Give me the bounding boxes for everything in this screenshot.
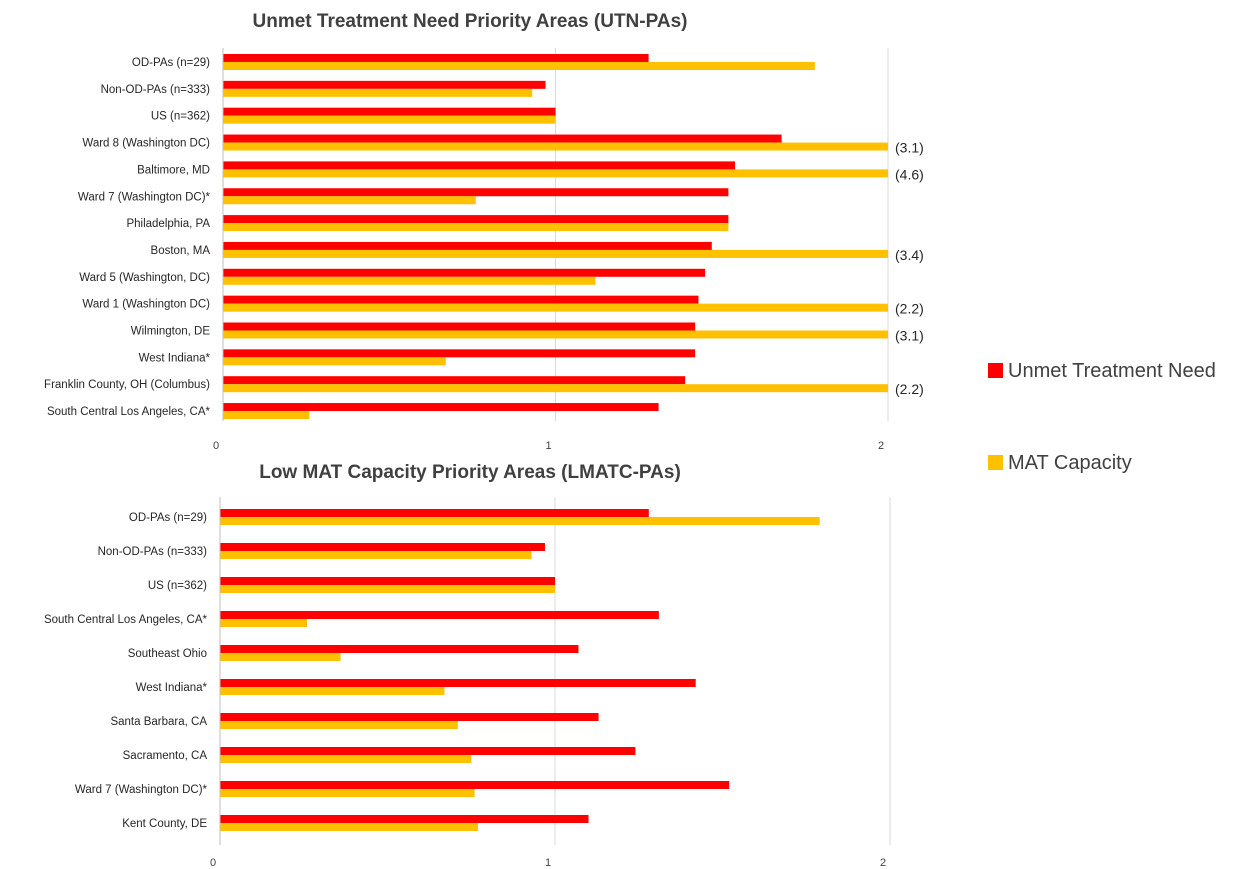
overflow-value-label: (2.2): [895, 381, 924, 397]
mat-capacity-bar: [223, 411, 310, 420]
unmet-treatment-need-bar: [220, 543, 545, 551]
unmet-treatment-need-bar: [223, 268, 706, 277]
unmet-treatment-need-bar: [220, 781, 730, 789]
mat-capacity-bar: [220, 789, 475, 797]
overflow-value-label: (3.1): [895, 328, 924, 344]
x-tick-label: 2: [878, 440, 884, 452]
mat-capacity-bar: [220, 653, 341, 661]
legend-label: MAT Capacity: [1008, 452, 1132, 474]
x-tick-label: 0: [210, 857, 216, 869]
unmet-treatment-need-bar: [223, 295, 699, 304]
category-label: Non-OD-PAs (n=333): [98, 546, 208, 558]
category-label: US (n=362): [148, 580, 207, 592]
unmet-treatment-need-bar: [220, 509, 649, 517]
mat-capacity-bar: [220, 823, 478, 831]
mat-capacity-bar: [223, 169, 888, 178]
mat-capacity-bar: [223, 88, 533, 97]
mat-capacity-bar: [220, 551, 532, 559]
chart-title: Low MAT Capacity Priority Areas (LMATC-P…: [259, 462, 681, 483]
category-label: Franklin County, OH (Columbus): [44, 379, 210, 391]
mat-capacity-bar: [220, 517, 820, 525]
category-label: Wilmington, DE: [131, 326, 211, 338]
unmet-treatment-need-bar: [220, 747, 636, 755]
mat-capacity-bar: [223, 223, 729, 232]
category-label: Ward 5 (Washington, DC): [79, 272, 210, 284]
category-label: Boston, MA: [151, 245, 211, 257]
unmet-treatment-need-bar: [220, 611, 659, 619]
unmet-treatment-need-bar: [223, 188, 729, 197]
unmet-treatment-need-bar: [223, 349, 696, 358]
category-label: Ward 7 (Washington DC)*: [75, 784, 208, 796]
category-label: South Central Los Angeles, CA*: [44, 614, 208, 626]
x-tick-label: 1: [545, 857, 551, 869]
mat-capacity-bar: [223, 357, 446, 366]
category-label: Sacramento, CA: [123, 750, 208, 762]
overflow-value-label: (3.4): [895, 247, 924, 263]
unmet-treatment-need-bar: [220, 679, 696, 687]
unmet-treatment-need-bar: [223, 215, 729, 224]
category-label: West Indiana*: [136, 682, 208, 694]
unmet-treatment-need-bar: [223, 134, 782, 143]
chart-title: Unmet Treatment Need Priority Areas (UTN…: [253, 11, 688, 32]
legend-swatch: [988, 363, 1003, 378]
lmatc-pa-chart: Low MAT Capacity Priority Areas (LMATC-P…: [44, 462, 891, 869]
unmet-treatment-need-bar: [220, 645, 579, 653]
unmet-treatment-need-bar: [223, 54, 649, 62]
unmet-treatment-need-bar: [223, 322, 696, 331]
mat-capacity-bar: [223, 62, 815, 70]
legend-label: Unmet Treatment Need: [1008, 360, 1216, 382]
legend-swatch: [988, 455, 1003, 470]
category-label: Baltimore, MD: [137, 164, 210, 176]
category-label: OD-PAs (n=29): [129, 512, 207, 524]
mat-capacity-bar: [223, 249, 888, 258]
unmet-treatment-need-bar: [220, 815, 589, 823]
mat-capacity-bar: [223, 384, 888, 393]
chart-legend: Unmet Treatment Need MAT Capacity: [988, 360, 1216, 474]
category-label: Kent County, DE: [122, 818, 207, 830]
unmet-treatment-need-bar: [223, 376, 686, 385]
mat-capacity-bar: [223, 115, 556, 124]
overflow-value-label: (2.2): [895, 301, 924, 317]
x-tick-label: 1: [546, 440, 552, 452]
mat-capacity-bar: [220, 585, 555, 593]
mat-capacity-bar: [220, 721, 458, 729]
category-label: Philadelphia, PA: [126, 218, 210, 230]
x-tick-label: 0: [213, 440, 219, 452]
category-label: US (n=362): [151, 111, 210, 123]
utn-pa-chart: Unmet Treatment Need Priority Areas (UTN…: [44, 11, 924, 452]
category-label: Non-OD-PAs (n=333): [101, 84, 211, 96]
category-label: Southeast Ohio: [128, 648, 207, 660]
unmet-treatment-need-bar: [223, 80, 546, 89]
overflow-value-label: (3.1): [895, 140, 924, 156]
unmet-treatment-need-bar: [223, 241, 712, 250]
mat-capacity-bar: [223, 303, 888, 312]
category-label: Ward 7 (Washington DC)*: [78, 191, 211, 203]
unmet-treatment-need-bar: [223, 107, 556, 116]
x-tick-label: 2: [880, 857, 886, 869]
category-label: Santa Barbara, CA: [110, 716, 207, 728]
unmet-treatment-need-bar: [220, 713, 599, 721]
mat-capacity-bar: [223, 276, 596, 285]
category-label: West Indiana*: [139, 352, 211, 364]
mat-capacity-bar: [220, 755, 472, 763]
overflow-value-label: (4.6): [895, 166, 924, 182]
category-label: Ward 1 (Washington DC): [82, 299, 210, 311]
unmet-treatment-need-bar: [220, 577, 555, 585]
mat-capacity-bar: [220, 687, 445, 695]
mat-capacity-bar: [223, 196, 476, 205]
unmet-treatment-need-bar: [223, 161, 736, 170]
mat-capacity-bar: [220, 619, 308, 627]
category-label: South Central Los Angeles, CA*: [47, 406, 211, 418]
unmet-treatment-need-bar: [223, 403, 659, 412]
category-label: OD-PAs (n=29): [132, 57, 210, 69]
category-label: Ward 8 (Washington DC): [82, 138, 210, 150]
mat-capacity-bar: [223, 142, 888, 151]
mat-capacity-bar: [223, 330, 888, 339]
